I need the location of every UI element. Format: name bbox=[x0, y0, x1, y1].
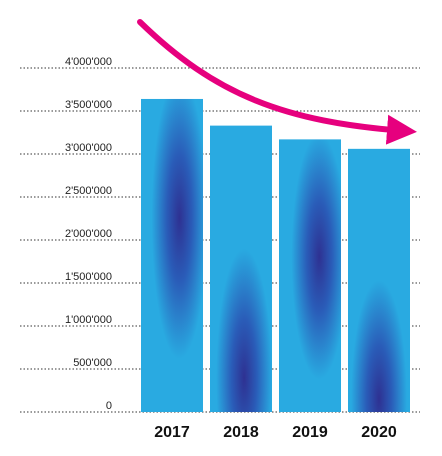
y-tick-label: 500'000 bbox=[73, 357, 112, 369]
y-tick-label: 2'000'000 bbox=[65, 228, 112, 240]
x-axis-labels: 2017 2018 2019 2020 bbox=[154, 424, 397, 441]
bar-2019 bbox=[279, 139, 341, 412]
bar-2020 bbox=[348, 148, 410, 412]
bar-2017 bbox=[141, 98, 203, 413]
x-tick-label: 2017 bbox=[154, 424, 190, 441]
y-tick-label: 0 bbox=[106, 400, 112, 412]
y-axis-ticks: 0 500'000 1'000'000 1'500'000 2'000'000 2'500… bbox=[65, 56, 112, 412]
y-tick-label: 1'500'000 bbox=[65, 271, 112, 283]
bar-2018 bbox=[210, 125, 272, 413]
y-tick-label: 1'000'000 bbox=[65, 314, 112, 326]
y-tick-label: 2'500'000 bbox=[65, 185, 112, 197]
x-tick-label: 2020 bbox=[361, 424, 397, 441]
trend-arrow-icon bbox=[137, 19, 417, 145]
y-tick-label: 4'000'000 bbox=[65, 56, 112, 68]
y-tick-label: 3'000'000 bbox=[65, 142, 112, 154]
x-tick-label: 2019 bbox=[292, 424, 328, 441]
x-tick-label: 2018 bbox=[223, 424, 259, 441]
bars bbox=[141, 98, 410, 413]
y-tick-label: 3'500'000 bbox=[65, 99, 112, 111]
